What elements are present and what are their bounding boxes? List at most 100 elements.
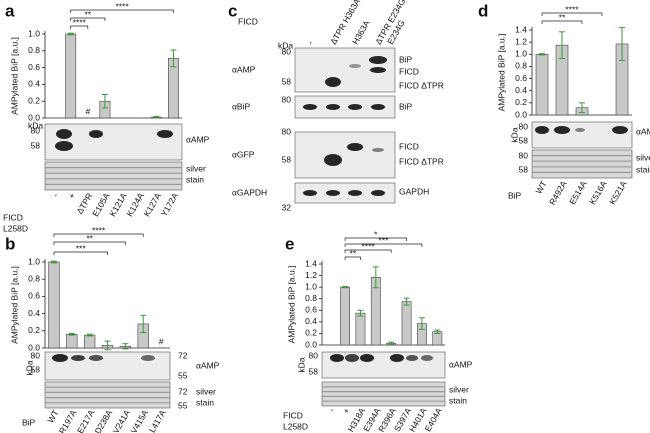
y-tick-label: 0.0 (28, 342, 40, 352)
label: 55 (178, 370, 188, 380)
label: L258D (283, 421, 308, 431)
not-detected: # (159, 336, 164, 346)
label: αAMP (636, 126, 650, 136)
y-tick-label: 1.0 (515, 49, 527, 59)
error-bar (357, 309, 364, 317)
y-tick-label: 0.4 (305, 316, 317, 326)
label: stain (449, 395, 467, 405)
kda: kDa (278, 40, 293, 50)
label: BiP (22, 417, 36, 427)
error-bar (140, 314, 147, 334)
significance-bracket (53, 251, 108, 255)
significance-bracket (70, 25, 89, 29)
significance-bracket (70, 17, 106, 21)
significance-bracket (541, 12, 603, 16)
bar (168, 58, 179, 119)
panel-letter: a (5, 1, 15, 20)
y-tick-label: 0.6 (305, 305, 317, 315)
y-tick-label: 0.6 (28, 291, 40, 301)
error-bar (50, 260, 57, 264)
label: 58 (519, 135, 529, 145)
bar (401, 301, 412, 346)
kda: kDa (296, 357, 306, 372)
error-bar (579, 102, 585, 114)
label: αAMP (196, 360, 220, 370)
label: BiP (508, 190, 522, 200)
significance: ** (559, 12, 566, 22)
panel-letter: c (228, 1, 237, 20)
panel-letter: b (5, 234, 15, 253)
y-tick-label: 0.0 (305, 339, 317, 349)
label: αAMP (449, 359, 473, 369)
antibody: αGAPDH (232, 187, 267, 197)
label: silver (636, 152, 650, 162)
significance: ** (86, 233, 93, 243)
label: 80 (31, 125, 41, 135)
error-bar (68, 332, 75, 336)
bar (535, 53, 549, 116)
blot-band (330, 354, 344, 362)
blot-band (535, 126, 549, 134)
blot (44, 381, 171, 409)
y-tick-label: 1.4 (305, 258, 317, 268)
significance: ** (349, 248, 356, 258)
label: 55 (178, 400, 188, 410)
blot-band (372, 148, 384, 152)
label: FICD (399, 141, 419, 151)
error-bar (434, 329, 441, 334)
label: L258D (3, 223, 28, 233)
blot-band (575, 128, 585, 132)
error-bar (418, 317, 425, 330)
blot-band (303, 104, 317, 110)
blot (531, 121, 633, 149)
error-bar (539, 53, 545, 56)
y-tick-label: 1.2 (515, 36, 527, 46)
significance-bracket (344, 249, 392, 253)
label: 58 (282, 76, 292, 86)
antibody: αAMP (232, 64, 256, 74)
significance: **** (362, 241, 376, 251)
bar (48, 261, 60, 349)
x-tick-label: L417A (147, 408, 168, 433)
bar (340, 286, 350, 346)
x-tick-label: + (66, 191, 77, 200)
blot-band (157, 130, 173, 138)
error-bar (67, 32, 74, 36)
blot-band (371, 190, 385, 196)
significance: **** (115, 1, 129, 11)
blot-band (141, 355, 155, 361)
y-tick-label: 1.2 (305, 270, 317, 280)
label: FICD (399, 66, 419, 76)
bar (66, 333, 78, 349)
error-bar (372, 266, 379, 289)
y-tick-label: 0.4 (515, 85, 527, 95)
blot-band (89, 355, 103, 361)
x-tick-label: Y172A (159, 191, 181, 218)
y-tick-label: 1.0 (305, 281, 317, 291)
label: GAPDH (399, 186, 429, 196)
significance: * (374, 229, 378, 239)
y-tick-label: 0.8 (28, 273, 40, 283)
label: FICD ΔTPR (399, 156, 444, 166)
x-tick-label: - (50, 191, 60, 199)
blot-band (349, 64, 361, 68)
label: stain (636, 164, 650, 174)
label: 80 (282, 94, 292, 104)
x-tick-label: R492A (547, 179, 569, 207)
y-tick-label: 0.2 (28, 325, 40, 335)
label: FICD (283, 410, 303, 420)
y-tick-label: 0.4 (28, 308, 40, 318)
significance-bracket (344, 237, 407, 241)
label: 72 (178, 386, 188, 396)
label: 80 (282, 46, 292, 56)
x-tick-label: E514A (567, 179, 589, 206)
label: 80 (519, 150, 529, 160)
blot-band (89, 130, 103, 138)
blot-band (326, 190, 340, 196)
y-tick-label: 1.0 (28, 28, 40, 38)
label: 80 (282, 126, 292, 136)
error-bar (101, 93, 108, 109)
bar (83, 334, 96, 349)
error-bar (170, 49, 177, 68)
